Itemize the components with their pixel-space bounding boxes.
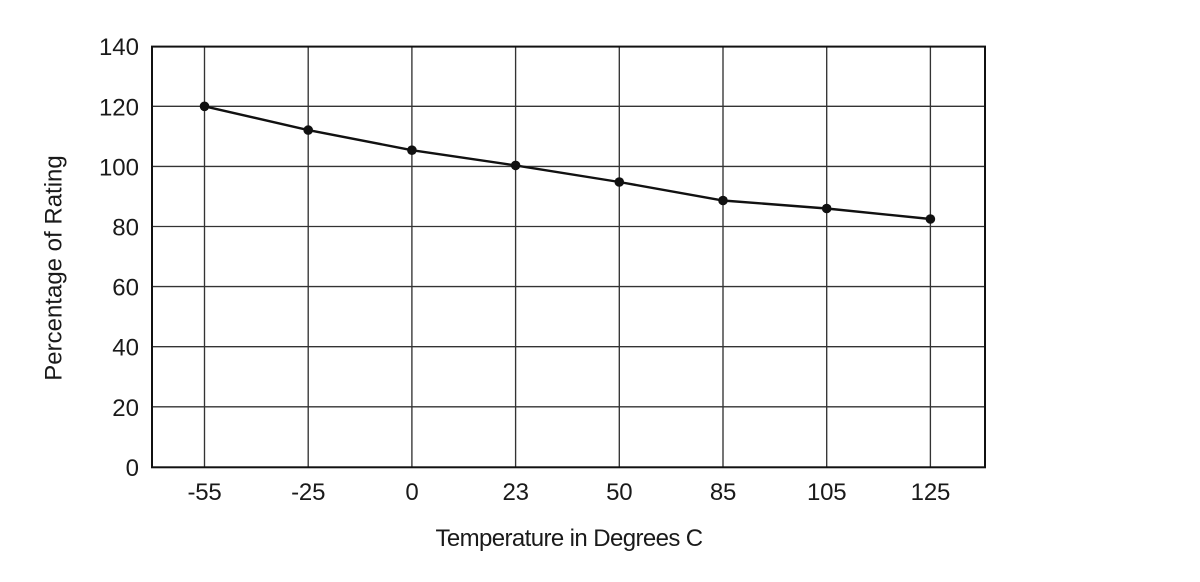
svg-text:100: 100 bbox=[99, 154, 139, 181]
svg-text:23: 23 bbox=[502, 479, 528, 506]
svg-text:0: 0 bbox=[126, 455, 139, 482]
svg-text:120: 120 bbox=[99, 94, 139, 121]
svg-text:Percentage of Rating: Percentage of Rating bbox=[41, 155, 68, 380]
svg-text:20: 20 bbox=[112, 395, 139, 422]
svg-text:0: 0 bbox=[405, 479, 418, 506]
svg-text:60: 60 bbox=[112, 275, 139, 302]
svg-text:50: 50 bbox=[606, 479, 632, 506]
svg-text:140: 140 bbox=[99, 34, 139, 61]
svg-text:Temperature in Degrees C: Temperature in Degrees C bbox=[435, 525, 702, 552]
svg-text:125: 125 bbox=[911, 479, 950, 506]
svg-text:-25: -25 bbox=[291, 479, 325, 506]
svg-text:85: 85 bbox=[710, 479, 736, 506]
svg-text:40: 40 bbox=[112, 335, 139, 362]
svg-text:105: 105 bbox=[807, 479, 846, 506]
svg-text:-55: -55 bbox=[187, 479, 221, 506]
svg-text:80: 80 bbox=[112, 215, 139, 242]
